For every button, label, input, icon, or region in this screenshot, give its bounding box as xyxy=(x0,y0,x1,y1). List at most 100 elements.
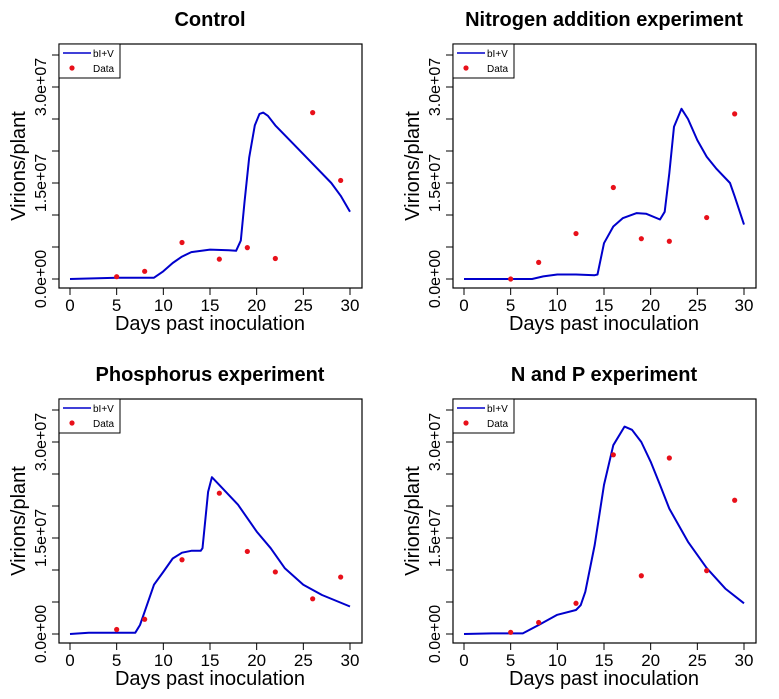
data-point xyxy=(638,236,644,242)
x-tick-label: 25 xyxy=(688,296,707,315)
y-axis-label: Virions/plant xyxy=(8,111,30,221)
x-tick-label: 15 xyxy=(595,651,614,670)
chart-panel-0: Control 0 5 10 15 20 25 30 Days past inoculation… xyxy=(8,9,363,335)
plot-frame xyxy=(452,43,757,289)
data-point xyxy=(508,629,514,635)
x-tick-label: 5 xyxy=(112,651,121,670)
x-tick-label: 0 xyxy=(65,651,74,670)
data-point xyxy=(310,110,316,116)
y-axis-label: Virions/plant xyxy=(8,466,30,576)
data-point xyxy=(704,568,710,574)
legend: bI+V Data xyxy=(452,398,515,434)
chart-title: Control xyxy=(174,9,245,31)
x-tick-label: 5 xyxy=(506,651,515,670)
data-point xyxy=(536,259,542,265)
x-axis-label: Days past inoculation xyxy=(115,313,305,335)
data-point xyxy=(638,573,644,579)
legend-point-swatch xyxy=(463,420,469,426)
data-point xyxy=(732,497,738,503)
y-tick-label: 3.0e+07 xyxy=(33,58,50,116)
data-point xyxy=(114,626,120,633)
x-tick-label: 0 xyxy=(65,296,74,315)
x-tick-label: 5 xyxy=(112,296,121,315)
y-tick-label: 1.5e+07 xyxy=(427,154,444,212)
y-tick-label: 3.0e+07 xyxy=(427,413,444,471)
data-point xyxy=(272,569,278,575)
data-point xyxy=(573,230,579,237)
data-point xyxy=(536,619,542,626)
y-tick-label: 3.0e+07 xyxy=(427,58,444,116)
chart-title: Phosphorus experiment xyxy=(96,364,325,386)
y-tick-label: 1.5e+07 xyxy=(427,509,444,567)
data-point xyxy=(142,268,148,274)
legend-label: bI+V xyxy=(93,404,114,415)
series-line-bI+V xyxy=(69,111,351,280)
chart-panel-1: Nitrogen addition experiment 0 5 10 15 20 25 30… xyxy=(402,9,757,335)
legend-point-swatch xyxy=(69,65,75,71)
x-tick-label: 30 xyxy=(341,296,360,315)
data-point xyxy=(666,238,672,244)
legend-label: Data xyxy=(93,419,115,430)
series-line-bI+V xyxy=(463,425,745,635)
data-point xyxy=(573,600,579,606)
y-tick-label: 0.0e+00 xyxy=(427,250,444,308)
series-line-bI+V xyxy=(464,107,745,280)
y-axis-label: Virions/plant xyxy=(402,466,424,576)
x-tick-label: 25 xyxy=(688,651,707,670)
data-point xyxy=(704,214,710,221)
legend-box xyxy=(452,43,515,79)
data-point xyxy=(732,111,738,117)
y-tick-label: 3.0e+07 xyxy=(33,413,50,471)
data-point xyxy=(610,184,616,191)
chart-panel-2: Phosphorus experiment 0 5 10 15 20 25 30 Days pa… xyxy=(8,364,363,690)
data-point xyxy=(244,548,250,555)
x-axis-label: Days past inoculation xyxy=(509,313,699,335)
data-point xyxy=(216,490,222,496)
chart-title: Nitrogen addition experiment xyxy=(465,9,743,31)
data-point xyxy=(179,239,185,246)
legend-label: bI+V xyxy=(487,404,508,415)
x-tick-label: 30 xyxy=(735,651,754,670)
x-tick-label: 10 xyxy=(154,651,173,670)
x-tick-label: 15 xyxy=(201,296,220,315)
data-point xyxy=(508,276,514,282)
legend-label: bI+V xyxy=(487,49,508,60)
x-tick-label: 20 xyxy=(247,296,266,315)
data-point xyxy=(179,557,185,563)
legend-box xyxy=(452,398,515,434)
x-axis-label: Days past inoculation xyxy=(115,668,305,690)
x-tick-label: 15 xyxy=(201,651,220,670)
legend: bI+V Data xyxy=(452,43,515,79)
legend-point-swatch xyxy=(69,420,75,426)
plot-frame xyxy=(452,398,757,644)
data-point xyxy=(338,574,344,580)
data-point xyxy=(244,245,250,251)
legend-label: Data xyxy=(487,419,509,430)
x-tick-label: 5 xyxy=(506,296,515,315)
x-tick-label: 25 xyxy=(294,651,313,670)
y-tick-label: 0.0e+00 xyxy=(427,605,444,663)
data-point xyxy=(272,255,278,262)
data-point xyxy=(610,452,616,458)
legend: bI+V Data xyxy=(58,398,121,434)
chart-title: N and P experiment xyxy=(511,364,698,386)
legend-label: bI+V xyxy=(93,49,114,60)
y-axis-label: Virions/plant xyxy=(402,111,424,221)
plot-frame xyxy=(58,43,363,289)
data-point xyxy=(338,177,344,184)
chart-panel-3: N and P experiment 0 5 10 15 20 25 30 Days past … xyxy=(402,364,757,690)
y-tick-label: 0.0e+00 xyxy=(33,605,50,663)
x-tick-label: 20 xyxy=(247,651,266,670)
data-point xyxy=(666,455,672,461)
plot-frame xyxy=(58,398,363,644)
legend-label: Data xyxy=(93,64,115,75)
data-point xyxy=(142,616,148,622)
series-line-bI+V xyxy=(69,476,351,635)
y-tick-label: 1.5e+07 xyxy=(33,154,50,212)
legend-box xyxy=(58,398,121,434)
x-axis-label: Days past inoculation xyxy=(509,668,699,690)
x-tick-label: 10 xyxy=(548,296,567,315)
legend-label: Data xyxy=(487,64,509,75)
y-tick-label: 0.0e+00 xyxy=(33,250,50,308)
